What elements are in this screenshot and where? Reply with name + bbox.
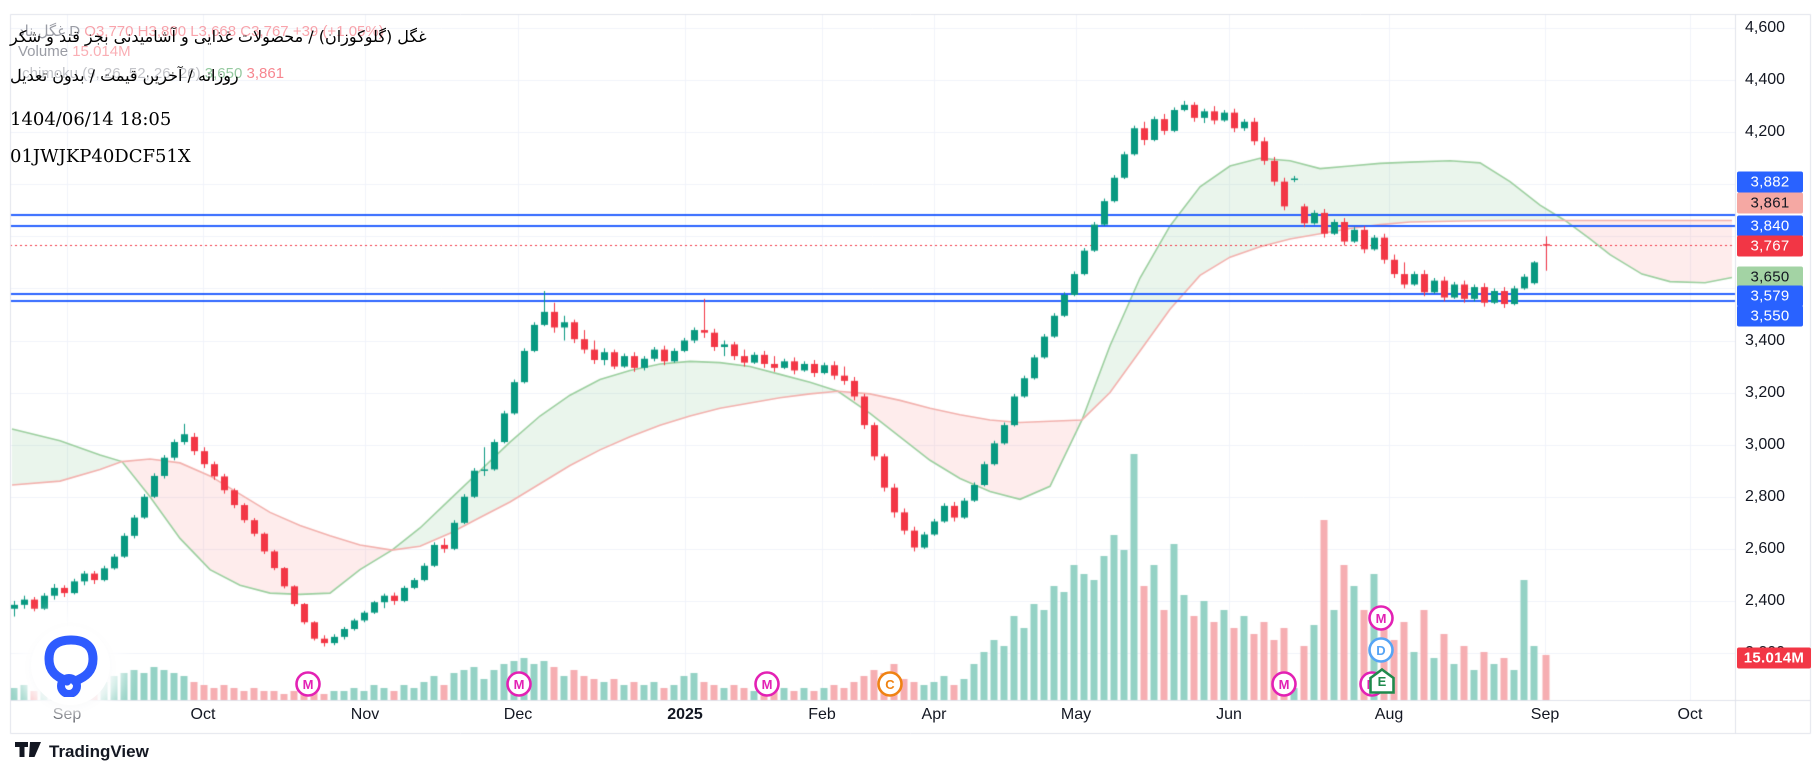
x-axis-tick: Sep — [52, 706, 82, 723]
y-axis-tick: 4,200 — [1745, 123, 1786, 141]
legend-open: O3,770 — [84, 23, 134, 40]
y-axis-tick: 4,600 — [1745, 19, 1786, 36]
y-axis-tick: 2,400 — [1745, 591, 1786, 609]
svg-text:M: M — [762, 677, 773, 692]
event-marker-d[interactable]: D — [1368, 637, 1395, 664]
datetime-overlay: 1404/06/14 18:05 — [10, 109, 172, 130]
event-marker-e[interactable]: E — [1369, 667, 1396, 695]
x-axis-tick: Oct — [190, 706, 216, 723]
price-label-chip: 3,550 — [1737, 305, 1803, 327]
x-axis-tick: Oct — [1677, 706, 1703, 723]
svg-text:M: M — [1279, 677, 1290, 692]
legend-low: L3,668 — [190, 23, 237, 40]
y-axis-tick: 3,400 — [1745, 331, 1786, 349]
event-marker-m[interactable]: M — [1271, 671, 1298, 698]
y-axis-tick: 4,400 — [1745, 71, 1786, 89]
legend-close: C3,767 — [240, 23, 289, 40]
price-label-chip: 3,579 — [1737, 285, 1803, 307]
volume-value-chip: 15.014M — [1737, 647, 1811, 669]
legend-symbol-row[interactable]: غگل ناد D O3,770 H3,800 L3,668 C3,767 +3… — [18, 22, 384, 40]
tradingview-brand-text: TradingView — [49, 742, 149, 761]
ichimoku-lead2-value: 3,861 — [246, 65, 285, 82]
legend-interval[interactable]: D — [69, 23, 81, 40]
volume-value: 15.014M — [72, 43, 131, 60]
svg-text:M: M — [514, 677, 525, 692]
price-label-chip: 3,882 — [1737, 171, 1803, 193]
legend-symbol: غگل ناد — [18, 23, 66, 40]
y-axis-tick: 2,800 — [1745, 487, 1786, 505]
x-axis-tick: Feb — [808, 706, 836, 723]
ichimoku-lead1-value: 3,650 — [204, 65, 243, 82]
y-axis-tick: 3,200 — [1745, 383, 1786, 401]
snapshot-code-overlay: 01JWJKP40DCF51X — [10, 146, 191, 167]
x-axis-tick: Sep — [1530, 706, 1560, 723]
price-label-chip: 3,767 — [1737, 235, 1803, 257]
x-axis-tick: Dec — [503, 706, 533, 723]
x-axis-tick: Jun — [1216, 706, 1242, 723]
provider-logo-icon — [43, 635, 98, 697]
volume-label: Volume — [18, 43, 69, 60]
x-axis-tick: May — [1060, 706, 1092, 723]
price-label-chip: 3,861 — [1737, 192, 1803, 214]
svg-text:M: M — [1376, 611, 1387, 626]
price-label-chip: 3,840 — [1737, 215, 1803, 237]
svg-text:M: M — [303, 677, 314, 692]
x-axis-tick: Nov — [350, 706, 380, 723]
price-label-chip: 3,650 — [1737, 266, 1803, 288]
x-axis-tick: Aug — [1374, 706, 1404, 723]
svg-text:D: D — [1376, 643, 1385, 658]
tradingview-attribution[interactable]: TradingView — [15, 742, 149, 762]
event-marker-m[interactable]: M — [1368, 605, 1395, 632]
event-marker-m[interactable]: M — [506, 671, 533, 698]
legend-ichimoku-row[interactable]: Ichimoku (9, 26, 52, 26, 26) 3,650 3,861 — [18, 65, 284, 82]
svg-text:E: E — [1378, 674, 1387, 689]
event-marker-m[interactable]: M — [295, 671, 322, 698]
symbol-title-overlay: غگل (گلوکوزان) / محصولات غذایی و آشامیدن… — [10, 27, 427, 46]
event-marker-m[interactable]: M — [754, 671, 781, 698]
legend-change: +39 (+1.05%) — [292, 23, 384, 40]
event-marker-c[interactable]: C — [877, 671, 904, 698]
x-axis-tick: 2025 — [667, 706, 703, 723]
provider-logo-badge[interactable] — [31, 626, 110, 705]
timeframe-overlay: روزانه / آخرین قیمت / بدون تعدیل — [10, 66, 239, 85]
tradingview-logo-icon — [15, 742, 41, 757]
y-axis-tick: 3,000 — [1745, 435, 1786, 453]
legend-volume-row[interactable]: Volume 15.014M — [18, 43, 131, 60]
legend-high: H3,800 — [137, 23, 187, 40]
ichimoku-label: Ichimoku (9, 26, 52, 26, 26) — [18, 65, 201, 82]
svg-text:C: C — [885, 677, 895, 692]
y-axis-tick: 2,600 — [1745, 539, 1786, 557]
x-axis-tick: Apr — [921, 706, 947, 723]
